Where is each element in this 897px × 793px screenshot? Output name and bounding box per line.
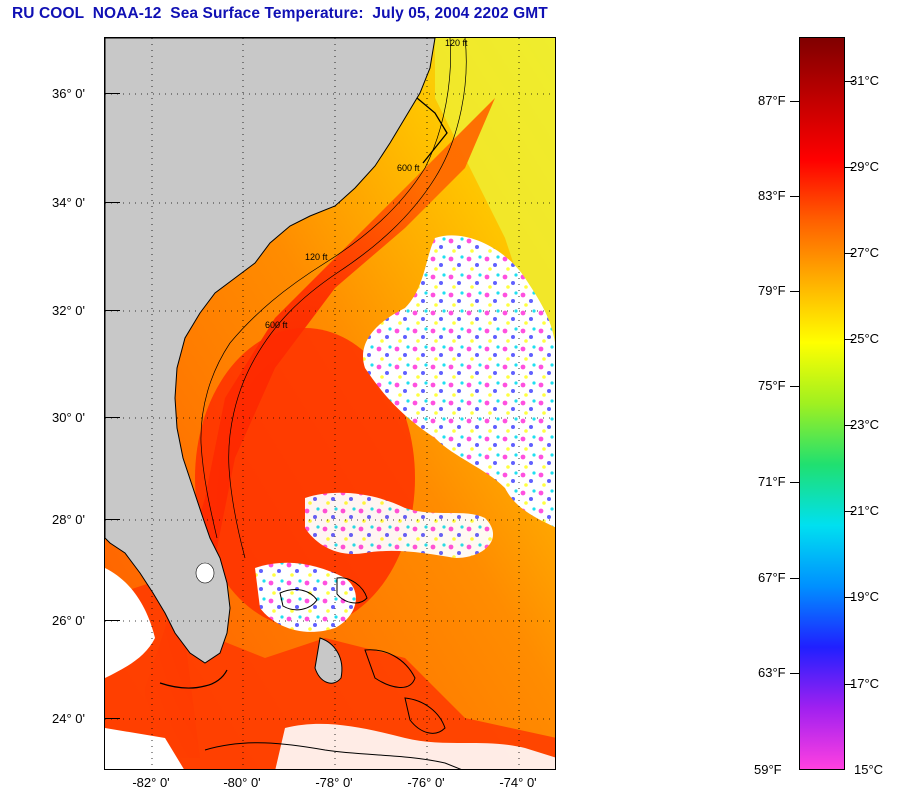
cbar-label-f: 83°F: [758, 188, 786, 203]
lat-tick: [104, 620, 120, 621]
lat-label-32: 32° 0': [52, 303, 85, 318]
page-title: RU COOL NOAA-12 Sea Surface Temperature:…: [12, 5, 548, 22]
depth-contour-label: 600 ft: [397, 163, 420, 173]
cbar-label-c: 25°C: [850, 331, 880, 346]
lon-label-80: -80° 0': [223, 775, 261, 790]
cuba-coastline: [204, 742, 462, 769]
lon-label-82: -82° 0': [132, 775, 170, 790]
cbar-tick: [790, 386, 799, 387]
lat-tick: [104, 519, 120, 520]
cloud-region-east: [363, 235, 555, 528]
lat-tick: [104, 93, 120, 94]
cbar-tick: [845, 684, 854, 685]
lat-tick: [104, 202, 120, 203]
graticule: [105, 38, 555, 769]
lat-tick: [104, 718, 120, 719]
cbar-tick: [845, 167, 854, 168]
cbar-label-f: 75°F: [758, 378, 786, 393]
depth-contour-label: 120 ft: [445, 38, 468, 48]
cbar-label-c: 17°C: [850, 676, 880, 691]
sst-map-image: 120 ft 120 ft 600 ft 600 ft: [105, 38, 555, 769]
cloud-region-middle: [305, 492, 494, 558]
cbar-label-f: 71°F: [758, 474, 786, 489]
lat-label-28: 28° 0': [52, 512, 85, 527]
cbar-tick: [845, 425, 854, 426]
depth-contour-120ft: [200, 38, 451, 539]
cbar-label-c: 15°C: [854, 762, 884, 777]
cbar-tick: [845, 81, 854, 82]
cbar-label-c: 19°C: [850, 589, 880, 604]
bahamas-island: [364, 649, 416, 688]
cloud-region-gulf-south: [105, 728, 184, 769]
cbar-label-f: 59°F: [754, 762, 782, 777]
cloud-region-bahamas: [255, 562, 356, 632]
cbar-tick: [790, 101, 799, 102]
depth-contour-label: 120 ft: [305, 252, 328, 262]
lat-label-30: 30° 0': [52, 410, 85, 425]
cloud-region-gulf: [105, 568, 155, 678]
cbar-label-c: 21°C: [850, 503, 880, 518]
cbar-label-c: 23°C: [850, 417, 880, 432]
cbar-tick: [845, 253, 854, 254]
cbar-tick: [845, 597, 854, 598]
cbar-label-f: 67°F: [758, 570, 786, 585]
cbar-label-f: 87°F: [758, 93, 786, 108]
bahamas-island: [279, 589, 318, 611]
outer-banks: [416, 97, 448, 164]
bahamas-island: [404, 697, 446, 734]
cbar-label-f: 63°F: [758, 665, 786, 680]
lat-label-24: 24° 0': [52, 711, 85, 726]
cbar-tick: [790, 482, 799, 483]
lon-label-76: -76° 0': [407, 775, 445, 790]
depth-contour-600ft: [228, 38, 467, 559]
lat-tick: [104, 417, 120, 418]
lon-label-74: -74° 0': [499, 775, 537, 790]
lat-label-36: 36° 0': [52, 86, 85, 101]
depth-contour-label: 600 ft: [265, 320, 288, 330]
cbar-tick: [790, 673, 799, 674]
sst-map[interactable]: 120 ft 120 ft 600 ft 600 ft: [104, 37, 556, 770]
lake-okeechobee: [195, 562, 215, 584]
lat-label-26: 26° 0': [52, 613, 85, 628]
bahamas-island: [314, 637, 343, 684]
florida-keys: [159, 669, 228, 689]
land-mass: [105, 38, 436, 664]
cbar-tick: [790, 578, 799, 579]
cbar-tick: [845, 511, 854, 512]
cbar-label-c: 27°C: [850, 245, 880, 260]
lat-tick: [104, 310, 120, 311]
temperature-colorbar: [799, 37, 845, 770]
cbar-tick: [790, 291, 799, 292]
cbar-label-c: 29°C: [850, 159, 880, 174]
cbar-tick: [790, 196, 799, 197]
cbar-tick: [845, 339, 854, 340]
cool-water-region: [435, 38, 555, 355]
cloud-region-south: [275, 723, 555, 769]
lat-label-34: 34° 0': [52, 195, 85, 210]
cbar-label-f: 79°F: [758, 283, 786, 298]
lon-label-78: -78° 0': [315, 775, 353, 790]
bahamas-island: [336, 577, 368, 604]
cbar-label-c: 31°C: [850, 73, 880, 88]
